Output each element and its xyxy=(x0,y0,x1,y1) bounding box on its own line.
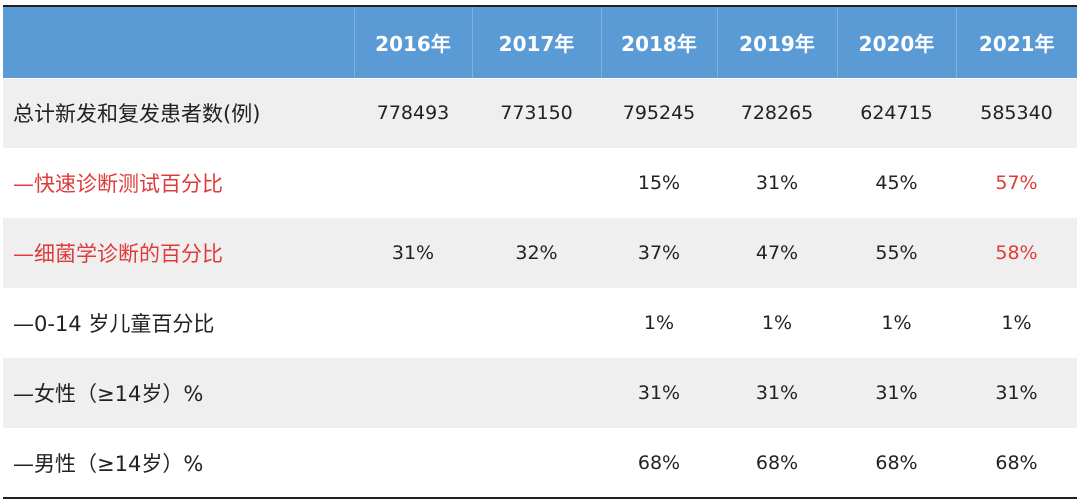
table-cell: 773150 xyxy=(472,78,601,148)
table-row: —男性（≥14岁）% 68% 68% 68% 68% xyxy=(3,428,1077,499)
table-cell xyxy=(354,358,472,428)
table-cell: 31% xyxy=(717,358,837,428)
table-cell: 31% xyxy=(601,358,717,428)
header-cell-2017: 2017年 xyxy=(472,5,602,79)
table-cell xyxy=(354,148,472,218)
table-row: —细菌学诊断的百分比 31% 32% 37% 47% 55% 58% xyxy=(3,218,1077,288)
row-label-total-patients: 总计新发和复发患者数(例) xyxy=(3,78,354,148)
table-cell-highlight: 58% xyxy=(956,218,1077,288)
table-cell xyxy=(354,288,472,358)
table-cell: 37% xyxy=(601,218,717,288)
tb-statistics-table: 2016年 2017年 2018年 2019年 2020年 2021年 总计新发… xyxy=(3,5,1077,499)
header-cell-2016: 2016年 xyxy=(354,5,473,79)
table-cell-highlight: 57% xyxy=(995,172,1038,194)
header-cell-2019: 2019年 xyxy=(717,5,838,79)
table-cell: 1% xyxy=(1001,312,1032,334)
row-label-female: —女性（≥14岁）% xyxy=(3,358,354,428)
table-cell xyxy=(354,428,472,499)
table-cell: 728265 xyxy=(717,78,837,148)
header-cell-2021: 2021年 xyxy=(956,5,1077,79)
table-cell xyxy=(472,428,601,499)
table-cell: 68% xyxy=(717,428,837,499)
header-row: 2016年 2017年 2018年 2019年 2020年 2021年 xyxy=(3,5,1077,79)
table-cell: 68% xyxy=(837,428,956,499)
header-cell-2018: 2018年 xyxy=(601,5,718,79)
row-label-children: —0-14 岁儿童百分比 xyxy=(13,312,215,336)
table-cell: 778493 xyxy=(354,78,472,148)
table-cell: 31% xyxy=(956,358,1077,428)
table-cell: 15% xyxy=(637,172,681,194)
table-cell: 1% xyxy=(643,312,675,334)
row-label-bacteriological: —细菌学诊断的百分比 xyxy=(3,218,354,288)
table-cell: 1% xyxy=(881,312,912,334)
table-cell: 68% xyxy=(601,428,717,499)
tb-statistics-table-container: 2016年 2017年 2018年 2019年 2020年 2021年 总计新发… xyxy=(3,5,1077,499)
table-cell xyxy=(472,148,601,218)
table-cell: 31% xyxy=(354,218,472,288)
table-cell: 31% xyxy=(837,358,956,428)
table-cell: 585340 xyxy=(956,78,1077,148)
table-row: —女性（≥14岁）% 31% 31% 31% 31% xyxy=(3,358,1077,428)
row-label-male: —男性（≥14岁）% xyxy=(3,428,354,499)
table-cell xyxy=(472,288,601,358)
table-cell: 624715 xyxy=(837,78,956,148)
table-cell: 1% xyxy=(761,312,793,334)
table-cell xyxy=(472,358,601,428)
table-row: —快速诊断测试百分比 15% 31% 45% 57% xyxy=(3,148,1077,218)
header-cell-blank xyxy=(3,5,355,79)
row-label-rapid-test: —快速诊断测试百分比 xyxy=(13,172,223,196)
table-row: 总计新发和复发患者数(例) 778493 773150 795245 72826… xyxy=(3,78,1077,148)
table-cell: 47% xyxy=(717,218,837,288)
table-cell: 31% xyxy=(755,172,799,194)
table-cell: 45% xyxy=(875,172,918,194)
table-cell: 68% xyxy=(956,428,1077,499)
table-cell: 795245 xyxy=(601,78,717,148)
table-row: —0-14 岁儿童百分比 1% 1% 1% 1% xyxy=(3,288,1077,358)
table-cell: 32% xyxy=(472,218,601,288)
header-cell-2020: 2020年 xyxy=(837,5,957,79)
table-cell: 55% xyxy=(837,218,956,288)
